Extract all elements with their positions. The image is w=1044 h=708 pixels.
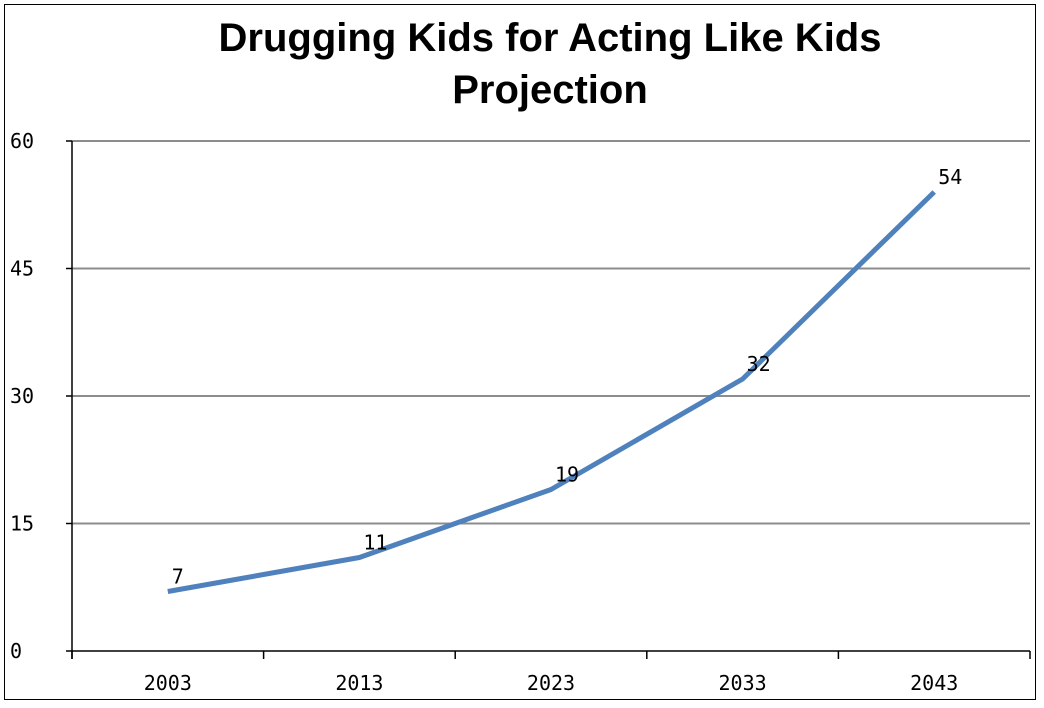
- data-label-2003: 7: [172, 565, 184, 589]
- x-tick-label-2033: 2033: [719, 671, 767, 695]
- series-line-0: [167, 190, 936, 594]
- x-tick-label-2023: 2023: [527, 671, 575, 695]
- y-tick-label-30: 30: [10, 384, 34, 408]
- chart-title: Drugging Kids for Acting Like Kids Proje…: [0, 12, 1044, 116]
- y-tick-label-45: 45: [10, 257, 34, 281]
- y-tick-label-60: 60: [10, 129, 34, 153]
- data-label-2013: 11: [363, 531, 387, 555]
- data-label-2043: 54: [938, 165, 962, 189]
- y-tick-label-0: 0: [10, 639, 22, 663]
- x-tick-label-2013: 2013: [335, 671, 383, 695]
- x-tick-label-2043: 2043: [910, 671, 958, 695]
- data-label-2033: 32: [747, 352, 771, 376]
- x-tick-label-2003: 2003: [144, 671, 192, 695]
- data-label-2023: 19: [555, 463, 579, 487]
- y-tick-label-15: 15: [10, 512, 34, 536]
- chart-title-line-2: Projection: [452, 68, 648, 112]
- chart-frame: [4, 4, 1036, 700]
- chart-title-line-1: Drugging Kids for Acting Like Kids: [218, 16, 882, 60]
